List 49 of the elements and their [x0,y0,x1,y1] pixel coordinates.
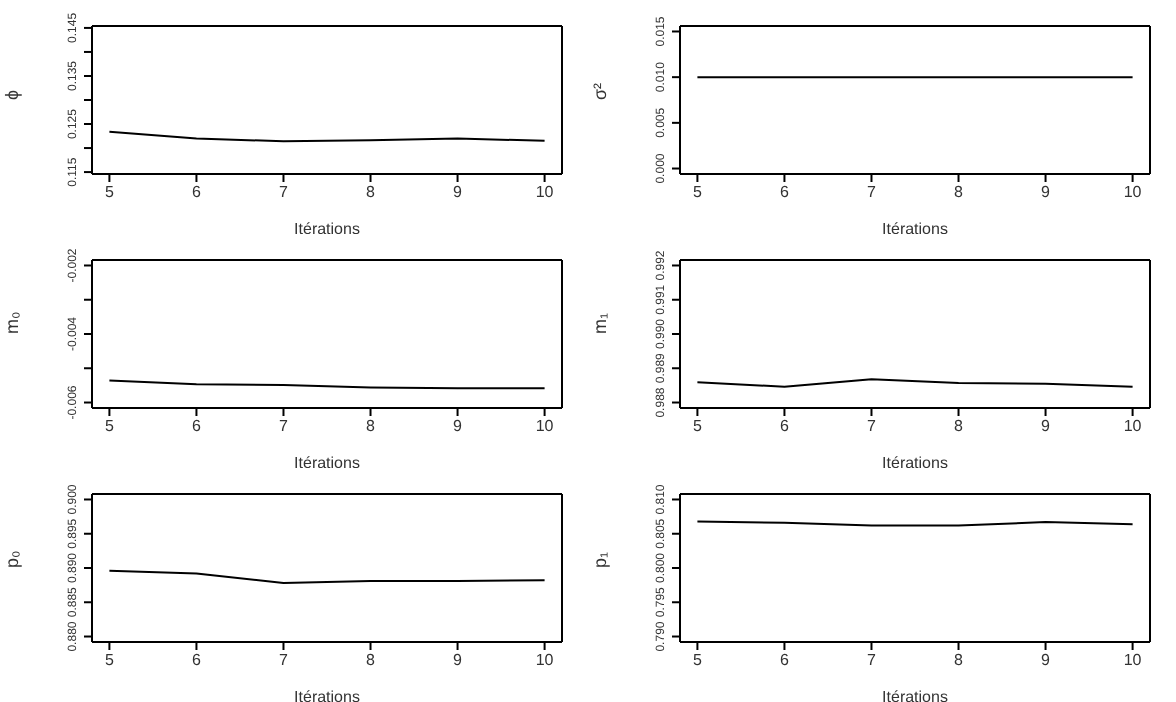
x-tick-label: 8 [954,417,965,436]
x-tick-label: 9 [1041,417,1052,436]
x-axis-title: Itérations [294,454,360,472]
x-tick-label: 6 [779,417,790,436]
x-tick-label: 7 [867,183,878,202]
x-tick-label: 10 [535,651,555,670]
y-axis-title: σ² [590,82,611,100]
x-tick-label: 8 [366,183,377,202]
x-tick-label: 9 [453,651,464,670]
x-tick-label: 10 [1123,417,1143,436]
line-series [108,569,546,585]
x-tick-label: 6 [191,417,202,436]
x-tick-label: 5 [104,417,115,436]
x-tick-label: 5 [104,183,115,202]
y-axis-title: m₁ [590,312,611,334]
x-axis-title: Itérations [882,688,948,702]
x-tick-label: 9 [1041,651,1052,670]
x-tick-label: 6 [191,183,202,202]
x-tick-label: 8 [366,417,377,436]
x-tick-label: 6 [779,651,790,670]
x-tick-label: 6 [191,651,202,670]
y-axis-title: ϕ [2,89,23,100]
x-tick-label: 7 [867,651,878,670]
x-tick-label: 10 [1123,183,1143,202]
x-tick-label: 10 [535,417,555,436]
x-tick-label: 5 [692,183,703,202]
x-axis-title: Itérations [882,220,948,238]
x-tick-label: 8 [954,651,965,670]
x-axis-title: Itérations [294,688,360,702]
x-tick-label: 9 [453,183,464,202]
x-tick-label: 10 [1123,651,1143,670]
x-tick-label: 7 [279,183,290,202]
x-tick-label: 6 [779,183,790,202]
x-axis-title: Itérations [882,454,948,472]
x-tick-label: 8 [954,183,965,202]
x-tick-label: 5 [104,651,115,670]
x-axis-title: Itérations [294,220,360,238]
x-tick-label: 9 [453,417,464,436]
x-tick-label: 7 [867,417,878,436]
y-axis-title: p₀ [2,549,23,568]
x-tick-label: 8 [366,651,377,670]
x-tick-label: 5 [692,417,703,436]
x-tick-label: 9 [1041,183,1052,202]
x-tick-label: 10 [535,183,555,202]
x-tick-label: 7 [279,417,290,436]
y-axis-title: p₁ [590,551,611,568]
x-tick-label: 7 [279,651,290,670]
x-tick-label: 5 [692,651,703,670]
y-axis-title: m₀ [2,311,23,334]
